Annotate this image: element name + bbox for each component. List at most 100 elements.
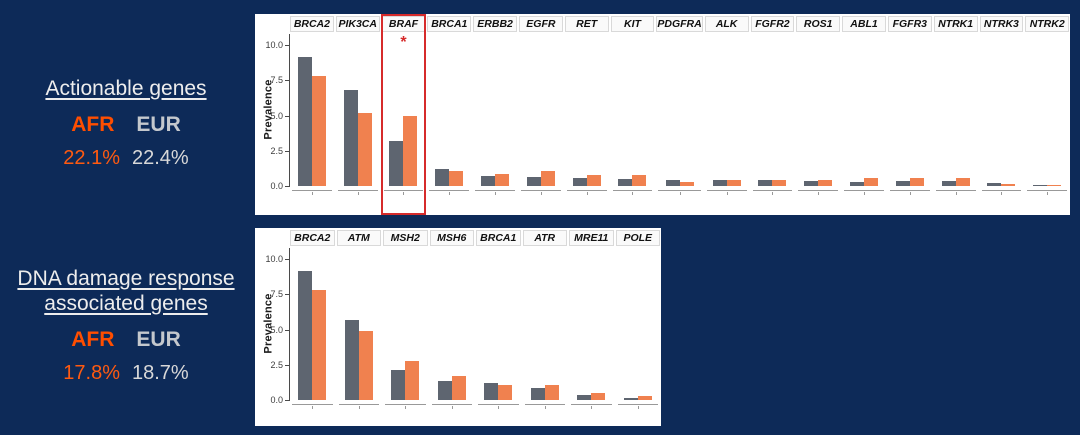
bar-pair (472, 174, 518, 186)
bar-eur (530, 388, 545, 400)
eur-label: EUR (136, 328, 181, 351)
y-tick-mark (285, 364, 289, 366)
facet-strip-label: MSH6 (429, 230, 474, 246)
bar-eur (758, 180, 773, 186)
bar-pair (335, 90, 381, 186)
y-tick-label: 5.0 (270, 110, 283, 121)
ddr-genes-summary: DNA damage response associated genes AFR… (0, 266, 252, 385)
significance-asterisk: * (400, 34, 407, 51)
facet-plot-area (335, 34, 381, 186)
bar-eur (298, 271, 313, 400)
x-axis (887, 186, 933, 200)
facet-strip-label: NTRK3 (979, 16, 1024, 32)
facet-strip-label: FGFR2 (750, 16, 795, 32)
facet-strip-label: ATM (336, 230, 381, 246)
x-axis-tick (591, 406, 593, 409)
facet-strip-label: ALK (704, 16, 749, 32)
x-axis (610, 186, 656, 200)
facet-plot-area (429, 248, 476, 400)
facet-strip-label: RET (564, 16, 609, 32)
bar-afr (726, 180, 741, 186)
x-axis-line (798, 190, 839, 191)
x-axis-line (752, 190, 793, 191)
bar-pair (841, 178, 887, 186)
bar-afr (358, 331, 373, 400)
x-axis-tick (311, 192, 313, 195)
chart-panel-ddr-genes: Prevalence 0.0 2.5 5.0 7.5 10.0 BRCA2 ATM MSH2 MS… (255, 228, 661, 426)
x-axis (979, 186, 1025, 200)
bar-eur (484, 383, 499, 400)
bar-pair (795, 180, 841, 186)
x-axis-tick (637, 406, 639, 409)
x-axis-line (478, 404, 519, 405)
facet-plot-area: * (381, 34, 427, 186)
facet-brca1: BRCA1 (475, 228, 522, 426)
facet-atr: ATR (522, 228, 569, 426)
afr-prevalence-value: 17.8% (63, 362, 120, 384)
facet-plot-area (336, 248, 383, 400)
y-tick-label: 7.5 (270, 289, 283, 300)
bar-eur (665, 180, 680, 186)
x-axis-line (292, 404, 333, 405)
facet-row: BRCA2 PIK3CA BRAF * BRCA1 ERBB2 EGFR RET KIT PDGF… (289, 14, 1070, 215)
bar-pair (750, 180, 796, 186)
facet-plot-area (472, 34, 518, 186)
bar-eur (850, 182, 864, 186)
y-tick-mark (285, 186, 289, 187)
ddr-genes-title: DNA damage response associated genes (0, 266, 252, 316)
bar-afr (1047, 185, 1062, 186)
x-axis (475, 400, 522, 414)
x-axis-tick (586, 192, 588, 195)
y-tick-label: 7.5 (270, 75, 283, 86)
facet-ntrk3: NTRK3 (979, 14, 1025, 215)
bar-afr (449, 171, 464, 186)
y-axis-line (289, 34, 290, 187)
ddr-title-line2: associated genes (44, 292, 208, 315)
x-axis-tick (1001, 192, 1003, 195)
facet-plot-area (289, 248, 336, 400)
facet-strip-label: ROS1 (796, 16, 841, 32)
bar-pair (655, 180, 703, 186)
facet-ntrk2: NTRK2 (1024, 14, 1070, 215)
y-tick-label: 2.5 (270, 359, 283, 370)
eur-prevalence-value: 22.4% (132, 147, 189, 169)
bar-pair (475, 383, 522, 400)
facet-strip-label: BRCA2 (290, 230, 335, 246)
y-tick-label: 5.0 (270, 324, 283, 335)
x-axis-tick (405, 406, 407, 409)
x-axis-tick (1047, 192, 1049, 195)
bar-eur (895, 181, 910, 186)
x-axis-tick (818, 192, 820, 195)
afr-label: AFR (71, 328, 115, 351)
bar-afr (311, 76, 326, 186)
x-axis-line (292, 190, 332, 191)
facet-strip-label: BRAF (381, 16, 426, 32)
faceted-bar-chart: Prevalence 0.0 2.5 5.0 7.5 10.0 BRCA2 ATM MSH2 MS… (255, 228, 661, 426)
x-axis-tick (358, 406, 360, 409)
facet-plot-area (655, 34, 703, 186)
bar-pair (887, 178, 933, 186)
bar-pair (289, 271, 336, 400)
bar-pair (518, 171, 564, 186)
facet-strip-label: FGFR3 (887, 16, 932, 32)
facet-plot-area (704, 34, 750, 186)
x-axis-tick (449, 192, 451, 195)
facet-strip-label: POLE (615, 230, 660, 246)
facet-plot-area (289, 34, 335, 186)
x-axis (933, 186, 979, 200)
bar-eur (481, 176, 496, 186)
x-axis (382, 400, 429, 414)
bar-eur (435, 169, 450, 186)
x-axis-line (520, 190, 561, 191)
bar-eur (941, 181, 956, 186)
bar-afr (632, 175, 647, 186)
chart-panel-actionable-genes: Prevalence 0.0 2.5 5.0 7.5 10.0 BRCA2 PIK3CA BRA… (255, 14, 1070, 215)
x-axis (841, 186, 887, 200)
x-axis-line (844, 190, 884, 191)
x-axis-tick (357, 192, 359, 195)
x-axis-tick (864, 192, 865, 195)
facet-strip-label: ABL1 (842, 16, 886, 32)
facet-plot-area (382, 248, 429, 400)
bar-afr (864, 178, 878, 186)
bar-afr (586, 175, 601, 186)
